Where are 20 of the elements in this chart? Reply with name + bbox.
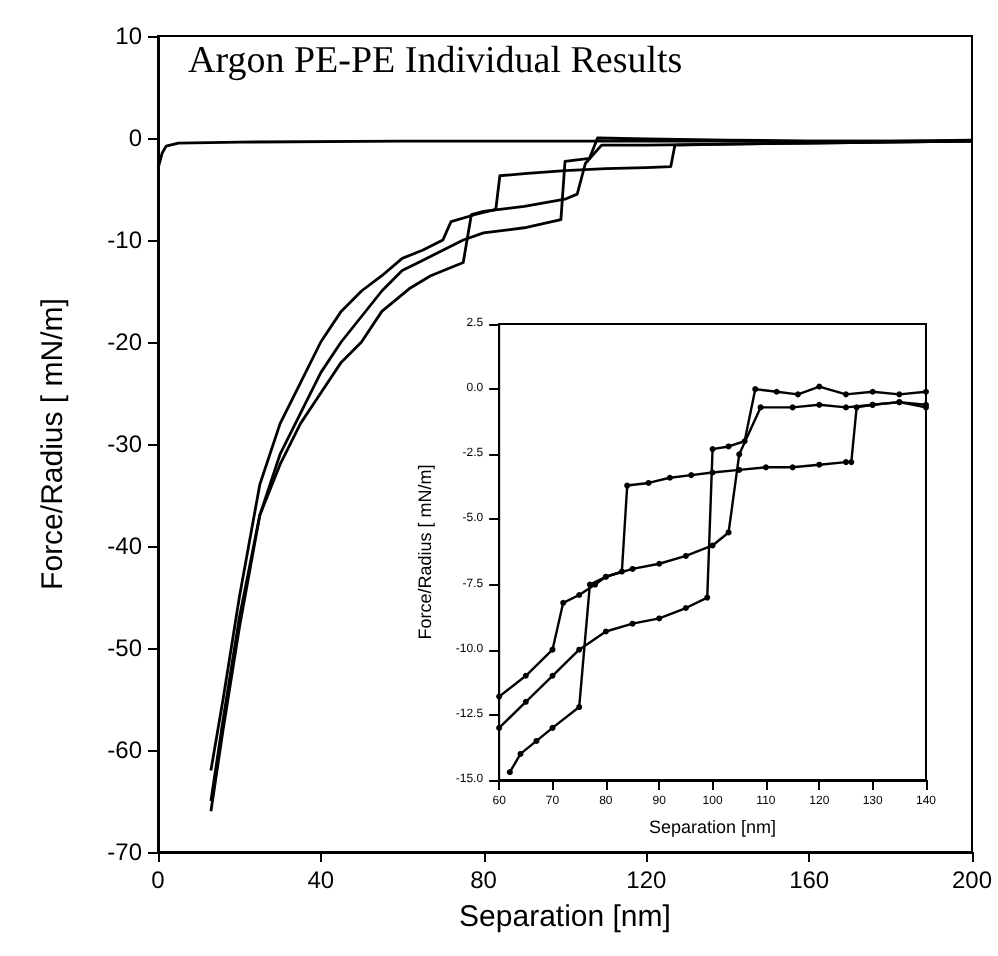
x-tick-label: 80 — [470, 866, 498, 894]
y-tick-label: -60 — [107, 736, 143, 764]
y-tick-label: 10 — [115, 22, 143, 50]
y-tick-label: -30 — [107, 430, 143, 458]
x-axis-title: Separation [nm] — [649, 816, 777, 837]
y-axis-title: Force/Radius [ mN/m] — [36, 298, 70, 590]
y-tick-label: 0 — [128, 124, 143, 152]
y-tick-label: -20 — [107, 328, 143, 356]
x-tick-label: 120 — [626, 866, 668, 894]
x-tick-label: 0 — [151, 866, 166, 894]
x-tick-label: 200 — [951, 866, 993, 894]
x-axis-title: Separation [nm] — [459, 899, 671, 934]
y-tick-label: -40 — [107, 532, 143, 560]
y-axis-title: Force/Radius [ mN/m] — [415, 464, 435, 640]
y-tick-label: -70 — [107, 838, 143, 866]
x-tick-label: 40 — [307, 866, 335, 894]
x-tick-label: 160 — [789, 866, 830, 894]
chart-title: Argon PE-PE Individual Results — [188, 40, 683, 82]
y-tick-label: -50 — [107, 634, 143, 662]
y-tick-label: -10 — [107, 226, 143, 254]
